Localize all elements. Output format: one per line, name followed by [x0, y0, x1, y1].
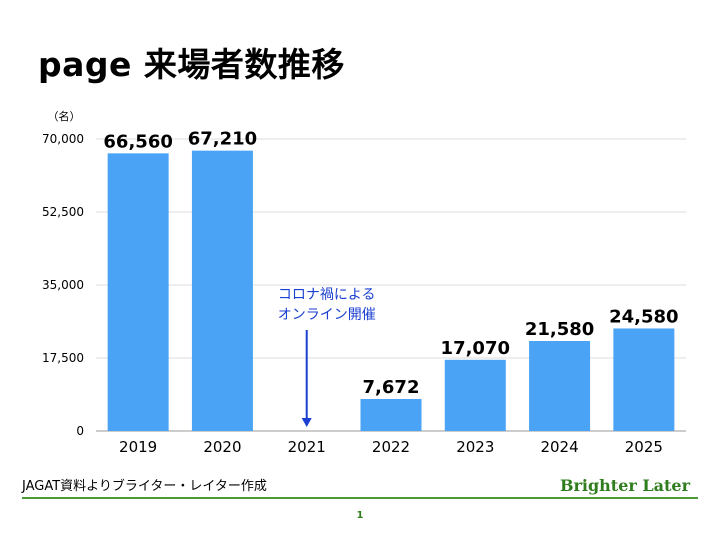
y-tick-label: 17,500: [42, 351, 84, 365]
y-axis-ticks: 0 17,500 35,000 52,500 70,000: [42, 132, 84, 438]
y-tick-label: 70,000: [42, 132, 84, 146]
data-label: 7,672: [363, 377, 420, 398]
data-label: 24,580: [609, 306, 678, 327]
x-tick-label: 2019: [119, 438, 157, 456]
data-label: 21,580: [525, 319, 594, 340]
y-tick-label: 0: [76, 424, 84, 438]
x-tick-label: 2023: [456, 438, 494, 456]
y-tick-label: 52,500: [42, 205, 84, 219]
bar: [529, 340, 591, 431]
data-label: 67,210: [188, 129, 257, 150]
footer-divider: [22, 497, 698, 499]
bar: [107, 153, 169, 431]
x-axis-ticks: 2019 2020 2021 2022 2023 2024 2025: [119, 438, 663, 456]
brand-logo: Brighter Later: [559, 476, 690, 495]
annotation-arrow-head: [301, 418, 312, 427]
data-labels: 66,560 67,210 7,672 17,070 21,580 24,580: [103, 129, 678, 398]
bar: [613, 328, 675, 431]
bar: [360, 398, 422, 431]
y-tick-label: 35,000: [42, 278, 84, 292]
data-label: 17,070: [441, 338, 510, 359]
bar: [444, 359, 506, 431]
page-number: 1: [356, 510, 364, 521]
annotation-text: オンライン開催: [278, 307, 376, 323]
page-title: page 来場者数推移: [38, 45, 345, 84]
annotation-text: コロナ禍による: [278, 287, 376, 303]
x-tick-label: 2022: [372, 438, 410, 456]
x-tick-label: 2020: [203, 438, 241, 456]
x-tick-label: 2025: [625, 438, 663, 456]
data-label: 66,560: [103, 131, 172, 152]
bar: [191, 150, 253, 431]
x-tick-label: 2021: [288, 438, 326, 456]
bar-chart: 0 17,500 35,000 52,500 70,000 （名） 66,560 67,2…: [42, 109, 686, 456]
bars: [107, 150, 675, 431]
source-note: JAGAT資料よりブライター・レイター作成: [22, 479, 267, 494]
y-axis-label: （名）: [48, 109, 81, 123]
x-tick-label: 2024: [540, 438, 578, 456]
